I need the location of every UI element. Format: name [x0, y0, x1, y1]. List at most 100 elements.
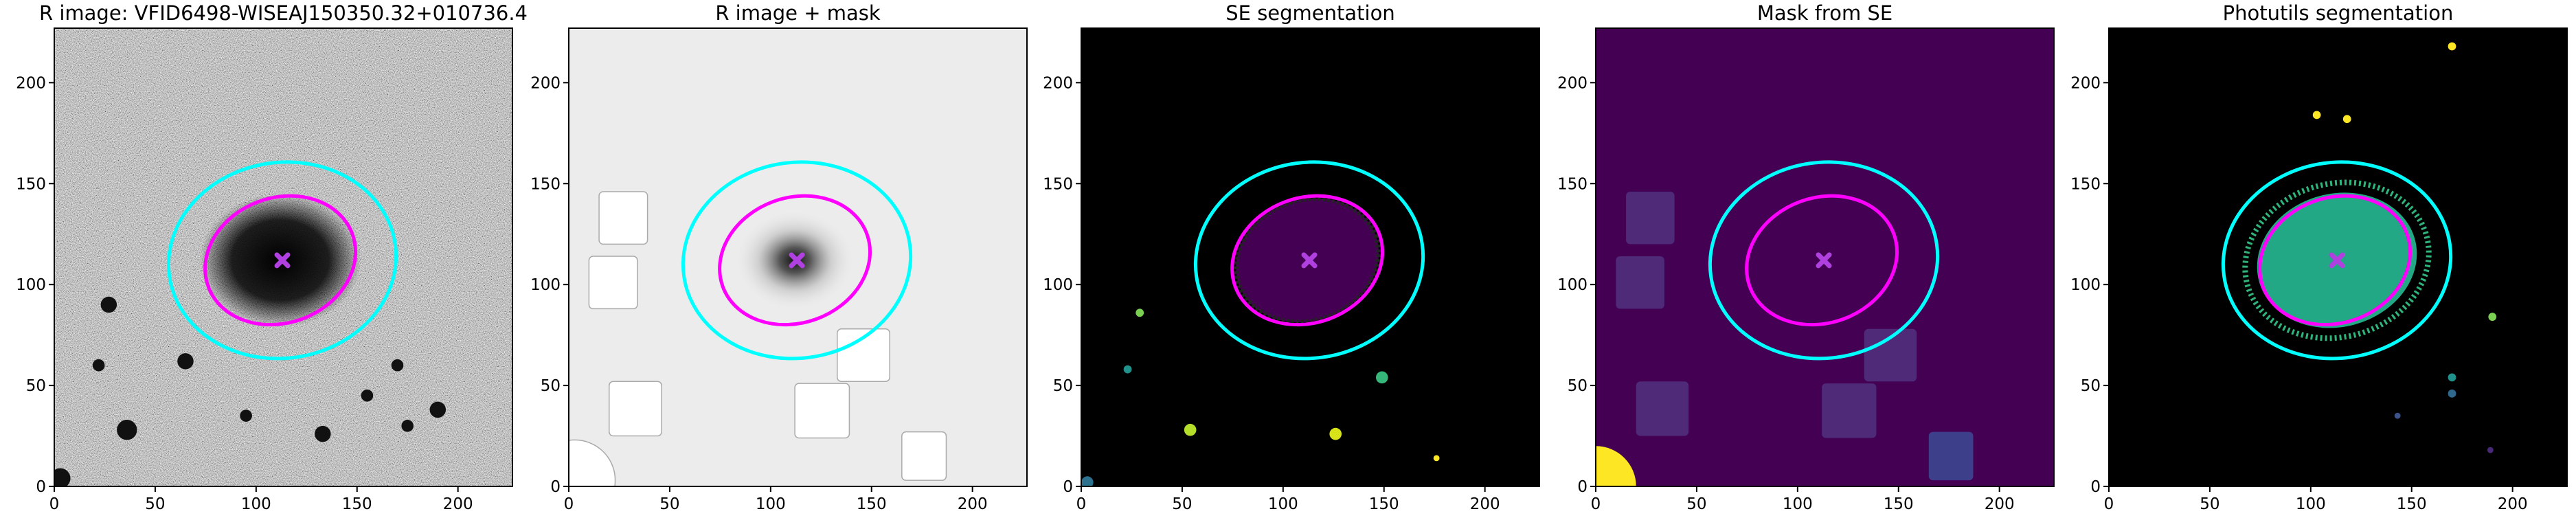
- x-tick-label: 100: [2296, 495, 2326, 513]
- segment: [1081, 476, 1094, 486]
- axes-frame: [54, 27, 513, 487]
- mask-region: [609, 381, 662, 437]
- segment: [2342, 115, 2351, 124]
- source: [361, 389, 374, 402]
- y-tick-label: 150: [530, 175, 561, 193]
- y-tick-label: 50: [2081, 377, 2101, 395]
- center-marker: [274, 252, 291, 269]
- panel: Mask from SE 0 50 100 150 200 0 50 100 150 200: [1557, 1, 2055, 513]
- segment: [1329, 427, 1342, 440]
- y-tick-label: 100: [16, 276, 46, 294]
- segment: [1375, 371, 1388, 384]
- x-tick-label: 150: [1369, 495, 1399, 513]
- x-tick-label: 200: [443, 495, 473, 513]
- mask-region: [1626, 192, 1675, 245]
- panel: R image + mask 0 50 100 150 200 0 50 100 150 200: [530, 1, 1028, 513]
- source: [401, 420, 414, 432]
- y-tick-label: 0: [36, 478, 46, 496]
- panel-title: SE segmentation: [1225, 1, 1394, 25]
- x-tick-label: 100: [241, 495, 271, 513]
- y-tick-label: 50: [1568, 377, 1588, 395]
- x-tick-label: 50: [1686, 495, 1706, 513]
- panel: Photutils segmentation 0 50 100 150 200 0 50 100…: [2070, 1, 2568, 513]
- y-tick-label: 100: [530, 276, 561, 294]
- aperture-ellipse: [2258, 194, 2413, 327]
- y-tick-label: 100: [2070, 276, 2101, 294]
- mask-region: [1928, 431, 1974, 481]
- source: [54, 468, 71, 486]
- source: [117, 420, 137, 440]
- aperture-ellipse: [2221, 160, 2453, 361]
- segment: [2487, 447, 2494, 453]
- image: [54, 28, 512, 486]
- panel-title: Photutils segmentation: [2223, 1, 2454, 25]
- segment: [2488, 313, 2497, 322]
- aperture-ellipse: [1745, 194, 1899, 327]
- mask-region: [1822, 383, 1877, 438]
- y-tick-label: 150: [1557, 175, 1588, 193]
- x-tick-label: 0: [49, 495, 60, 513]
- x-tick-label: 150: [857, 495, 887, 513]
- mask-region: [569, 439, 616, 486]
- y-tick-label: 0: [1577, 478, 1588, 496]
- mask-region: [588, 256, 638, 310]
- mask-region: [1636, 381, 1689, 436]
- axes-frame: [2108, 27, 2568, 487]
- x-tick-label: 150: [1884, 495, 1914, 513]
- x-tick-label: 50: [2200, 495, 2219, 513]
- y-tick-label: 50: [26, 377, 46, 395]
- y-tick-label: 0: [2090, 478, 2101, 496]
- mask-region: [1616, 256, 1664, 309]
- center-marker: [1816, 252, 1832, 269]
- segment: [1123, 365, 1132, 374]
- source: [100, 296, 117, 313]
- source: [177, 353, 194, 370]
- segment-halo: [2242, 179, 2432, 341]
- y-tick-label: 150: [1043, 175, 1073, 193]
- x-tick-label: 100: [756, 495, 786, 513]
- x-tick-label: 0: [564, 495, 574, 513]
- x-tick-label: 0: [1076, 495, 1087, 513]
- segment: [1136, 308, 1144, 317]
- y-tick-label: 0: [550, 478, 561, 496]
- x-tick-label: 0: [2104, 495, 2114, 513]
- image: [1596, 28, 2054, 486]
- aperture-ellipse: [1708, 160, 1940, 361]
- y-tick-label: 0: [1063, 478, 1073, 496]
- y-tick-label: 200: [1557, 74, 1588, 92]
- mask-region: [901, 431, 947, 481]
- mask-region: [794, 383, 850, 439]
- segment: [2448, 42, 2456, 51]
- y-tick-label: 200: [530, 74, 561, 92]
- y-tick-label: 200: [16, 74, 46, 92]
- mask-region: [598, 191, 648, 245]
- segment: [2394, 412, 2401, 419]
- image: [2109, 28, 2567, 486]
- segment: [2312, 111, 2321, 120]
- mask-region: [837, 328, 890, 382]
- y-tick-label: 100: [1557, 276, 1588, 294]
- x-tick-label: 0: [1591, 495, 1601, 513]
- x-tick-label: 200: [958, 495, 988, 513]
- panel: SE segmentation 0 50 100 150 200 0 50 100 150 200: [1043, 1, 1540, 513]
- x-tick-label: 100: [1268, 495, 1298, 513]
- y-tick-label: 150: [2070, 175, 2101, 193]
- image: [569, 28, 1027, 486]
- x-tick-label: 50: [145, 495, 165, 513]
- x-tick-label: 50: [1172, 495, 1192, 513]
- center-marker: [1301, 252, 1318, 269]
- panel-title: Mask from SE: [1757, 1, 1893, 25]
- center-marker: [789, 252, 805, 269]
- source: [429, 401, 447, 418]
- axes-frame: [568, 27, 1028, 487]
- mask-region: [1864, 328, 1917, 382]
- x-tick-label: 150: [2397, 495, 2427, 513]
- aperture-ellipse: [166, 160, 398, 361]
- x-tick-label: 200: [1470, 495, 1500, 513]
- aperture-ellipse: [203, 194, 358, 327]
- y-tick-label: 200: [2070, 74, 2101, 92]
- axes-frame: [1595, 27, 2055, 487]
- y-tick-label: 50: [1053, 377, 1073, 395]
